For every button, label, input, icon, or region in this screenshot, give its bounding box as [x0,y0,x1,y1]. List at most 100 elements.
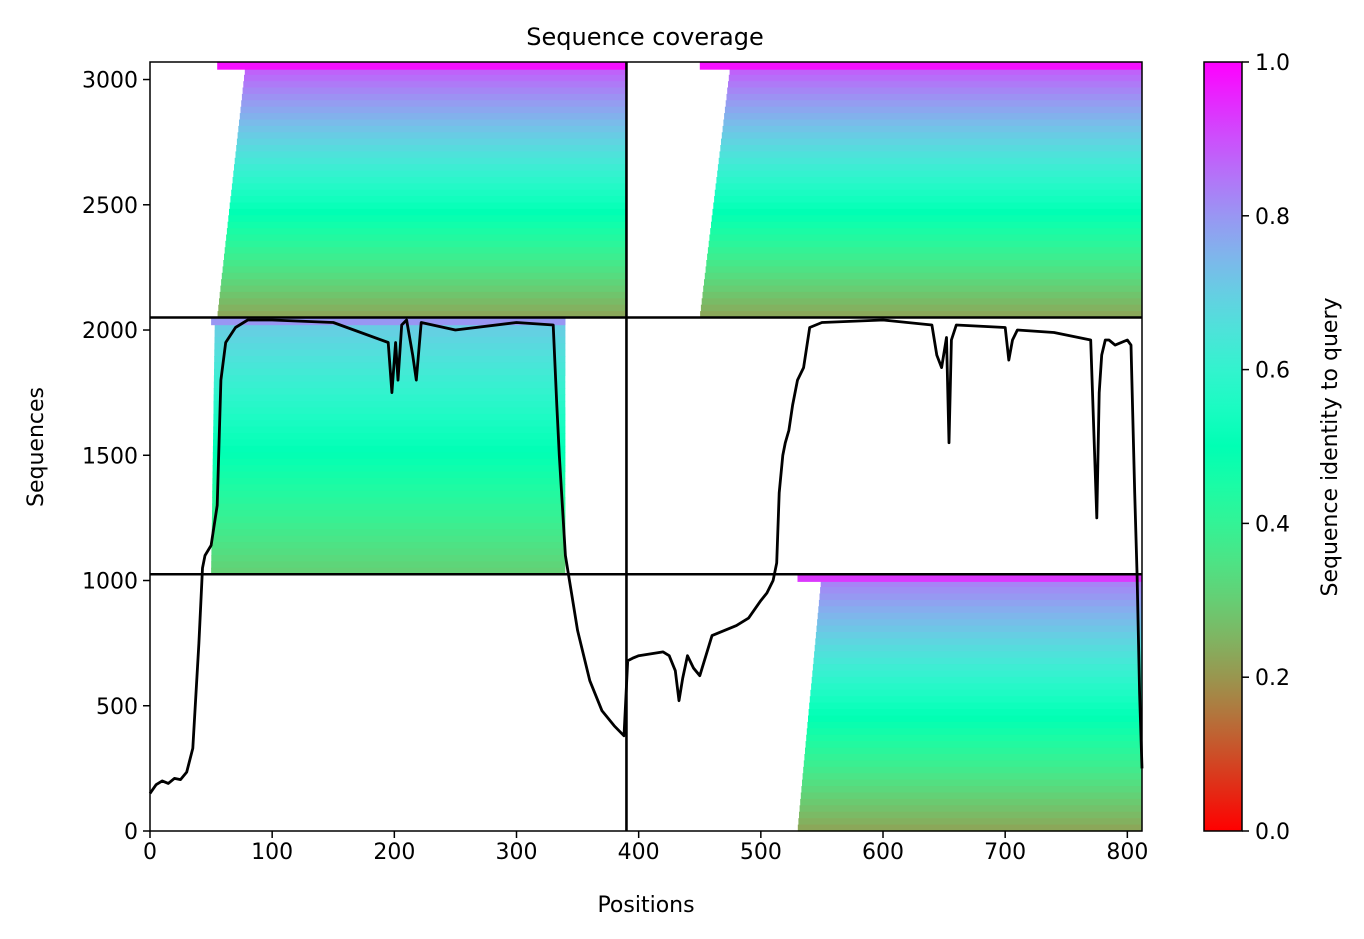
heatmap-stripe [227,221,627,229]
heatmap-stripe [710,228,1142,236]
heatmap-stripe [724,113,1142,121]
heatmap-stripe [218,304,627,312]
heatmap-stripe [242,87,627,95]
heatmap-stripe [211,535,566,543]
heatmap-stripe [239,113,627,121]
heatmap-stripe [711,221,1142,229]
heatmap-stripe [213,400,566,408]
heatmap-stripe [716,177,1142,184]
heatmap-stripe [723,119,1142,127]
heatmap-stripe [799,811,1142,819]
heatmap-stripe [214,323,566,331]
heatmap-stripe [213,381,566,389]
heatmap-stripe [223,260,627,267]
coverage-heatmap [211,62,1142,832]
heatmap-stripe [804,754,1142,761]
heatmap-stripe [806,728,1142,736]
heatmap-stripe [228,215,627,223]
coverage-line [148,318,1144,795]
heatmap-stripe [714,189,1142,197]
heatmap-block [699,62,1142,319]
heatmap-stripe [219,298,627,306]
x-axis-ticks: 0 100 200 300 400 500 600 700 800 [143,831,1148,865]
x-tick-label: 200 [373,840,415,865]
heatmap-stripe [235,151,627,159]
heatmap-stripe [212,452,566,460]
heatmap-stripe [815,632,1142,639]
heatmap-stripe [817,612,1142,620]
heatmap-stripe [704,272,1142,280]
x-axis-label: Positions [597,893,694,918]
heatmap-stripe [240,106,627,114]
heatmap-stripe [229,208,627,216]
heatmap-stripe [807,721,1142,729]
heatmap-stripe [211,516,566,524]
heatmap-stripe [701,298,1142,306]
heatmap-stripe [818,606,1142,614]
heatmap-stripe [700,311,1142,319]
heatmap-top-band [699,62,1142,70]
heatmap-stripe [815,638,1142,646]
heatmap-stripe [803,766,1142,774]
heatmap-stripe [212,503,566,511]
heatmap-stripe [234,157,627,165]
heatmap-stripe [820,587,1142,595]
heatmap-stripe [229,202,627,210]
heatmap-stripe [728,81,1142,89]
heatmap-stripe [817,619,1142,627]
heatmap-stripe [721,138,1142,146]
heatmap-stripe [244,68,627,76]
heatmap-stripe [719,151,1142,159]
heatmap-stripe [212,497,566,505]
heatmap-stripe [800,798,1142,806]
heatmap-stripe [217,311,627,319]
heatmap-stripe [802,779,1142,787]
heatmap-top-band [211,317,566,326]
y-tick-label: 1000 [82,570,138,595]
heatmap-stripe [816,625,1142,633]
heatmap-stripe [700,304,1142,312]
heatmap-stripe [226,234,627,242]
colorbar-tick-label: 0.8 [1255,205,1290,230]
heatmap-stripe [729,68,1142,76]
heatmap-stripe [725,100,1142,108]
heatmap-stripe [819,593,1142,601]
heatmap-stripe [212,471,566,479]
heatmap-block [797,574,1142,832]
colorbar-tick-label: 0.6 [1255,359,1290,384]
colorbar: 0.0 0.2 0.4 0.6 0.8 1.0 Sequence identity to … [1203,51,1343,845]
heatmap-stripe [231,189,627,197]
heatmap-stripe [706,260,1142,267]
heatmap-stripe [708,240,1142,248]
heatmap-stripe [726,93,1142,101]
colorbar-label: Sequence identity to query [1318,297,1343,596]
heatmap-stripe [798,818,1142,826]
heatmap-stripe [226,228,627,236]
heatmap-stripe [800,792,1142,800]
heatmap-stripe [799,805,1142,813]
heatmap-stripe [802,773,1142,781]
heatmap-stripe [212,458,566,466]
heatmap-stripe [241,100,627,108]
heatmap-stripe [709,234,1142,242]
heatmap-stripe [212,510,566,518]
heatmap-stripe [713,202,1142,210]
colorbar-tick-label: 0.0 [1255,820,1290,845]
x-tick-label: 500 [740,840,782,865]
heatmap-stripe [212,490,566,498]
x-tick-label: 0 [143,840,157,865]
heatmap-stripe [818,599,1142,607]
heatmap-stripe [211,555,566,562]
heatmap-stripe [809,696,1142,704]
y-tick-label: 2500 [82,194,138,219]
colorbar-ticks: 0.0 0.2 0.4 0.6 0.8 1.0 [1242,51,1290,845]
heatmap-stripe [803,760,1142,768]
heatmap-stripe [238,125,627,133]
heatmap-stripe [805,741,1142,749]
heatmap-stripe [214,336,566,344]
heatmap-stripe [219,291,627,299]
y-axis-ticks: 0 500 1000 1500 2000 2500 3000 [82,69,150,845]
heatmap-stripe [811,683,1142,691]
heatmap-stripe [809,702,1142,710]
